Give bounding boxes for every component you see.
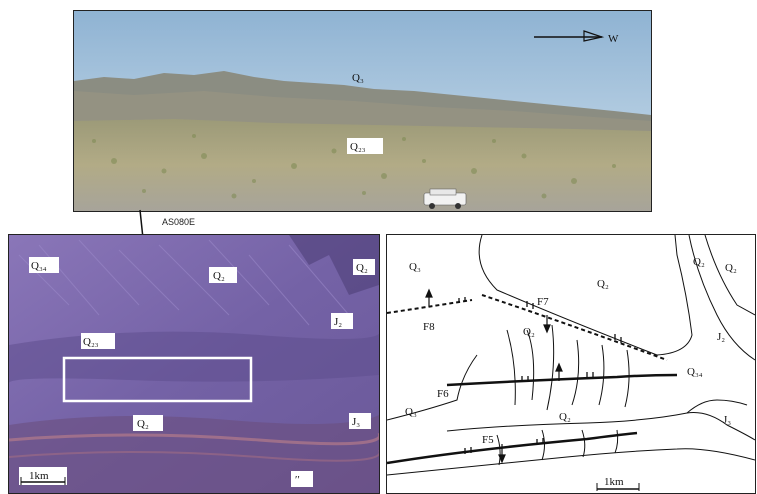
sat-label-3: Q₂ [356, 262, 368, 274]
map-label-2: Q₂ [597, 278, 609, 290]
fault-label-f7: F7 [537, 296, 549, 308]
texture-streaks [18, 239, 350, 326]
map-label-7: Q₃₄ [687, 366, 703, 378]
sat-scale-label: 1km [29, 470, 49, 482]
field-photo-panel: W Q₃ Q₂₃ [73, 10, 652, 212]
map-label-5: Q₂ [523, 326, 535, 338]
photo-label-lower: Q₂₃ [350, 141, 366, 153]
fault-f6 [446, 373, 678, 387]
fault-label-f6: F6 [437, 388, 449, 400]
map-scale-label: 1km [604, 476, 624, 488]
alluvial-plain [74, 119, 651, 211]
fault-f5 [387, 431, 638, 465]
fault-label-f5: F5 [482, 434, 494, 446]
satellite-image: Q₃₄ Q₂ Q₂ Q₂₃ J₂ Q₂ J₃ ′′ 1km [9, 235, 379, 493]
shrubs [92, 134, 616, 199]
map-label-6: J₂ [717, 331, 725, 343]
sat-label-7: J₃ [352, 416, 360, 428]
study-area-box [62, 356, 253, 403]
fault-lines [387, 288, 678, 465]
map-label-8: Q₃ [405, 406, 417, 418]
vehicle-icon [423, 188, 467, 209]
sat-label-2: Q₂ [213, 270, 225, 282]
map-unit-labels: Q₃ Q₂ Q₂ Q₂ Q₂ J₂ Q₃₄ Q₃ Q₂ J₃ [405, 256, 737, 426]
geologic-map-panel: F8 F7 F6 F5 Q₃ Q₂ Q₂ Q₂ Q₂ J₂ Q₃₄ Q₃ Q₂ … [386, 234, 756, 494]
fault-labels: F8 F7 F6 F5 [423, 296, 549, 446]
direction-arrow-icon [534, 30, 605, 42]
map-label-10: J₃ [723, 414, 731, 426]
map-label-9: Q₂ [559, 411, 571, 423]
map-label-3: Q₂ [693, 256, 705, 268]
satellite-scale-bar: 1km [19, 467, 67, 485]
map-scale-bar: 1km [596, 476, 640, 491]
unit-boundaries [387, 235, 755, 476]
satellite-labels: Q₃₄ Q₂ Q₂ Q₂₃ J₂ Q₂ J₃ ′′ [29, 257, 375, 487]
sat-label-4: Q₂₃ [83, 336, 99, 348]
map-label-4: Q₂ [725, 262, 737, 274]
link-caption: AS080E [162, 217, 196, 227]
direction-label: W [608, 33, 619, 45]
fault-label-f8: F8 [423, 321, 435, 333]
fault-f7 [481, 294, 668, 361]
sat-label-5: J₂ [334, 316, 342, 328]
geologic-map: F8 F7 F6 F5 Q₃ Q₂ Q₂ Q₂ Q₂ J₂ Q₃₄ Q₃ Q₂ … [387, 235, 755, 491]
fault-f8 [387, 299, 473, 314]
satellite-image-panel: Q₃₄ Q₂ Q₂ Q₂₃ J₂ Q₂ J₃ ′′ 1km [8, 234, 380, 494]
map-label-1: Q₃ [409, 261, 421, 273]
sat-label-8: ′′ [295, 474, 300, 486]
field-photo: W Q₃ Q₂₃ [74, 11, 651, 211]
sat-label-1: Q₃₄ [31, 260, 47, 272]
sat-label-6: Q₂ [137, 418, 149, 430]
photo-label-upper: Q₃ [352, 72, 364, 84]
